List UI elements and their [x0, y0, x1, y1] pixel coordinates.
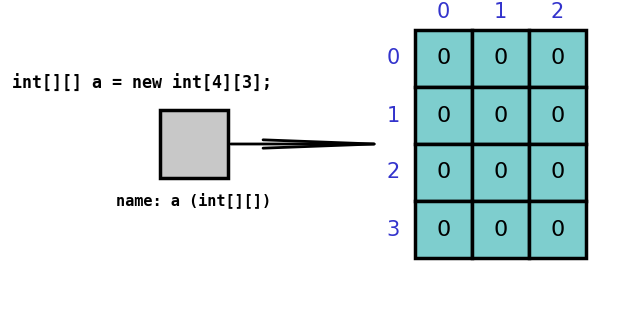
Text: 1: 1 — [494, 2, 507, 22]
Text: 0: 0 — [386, 49, 399, 69]
Text: 0: 0 — [551, 219, 564, 239]
Text: 0: 0 — [493, 105, 508, 125]
Text: 0: 0 — [436, 105, 451, 125]
Text: 2: 2 — [386, 163, 399, 183]
Bar — [472, 144, 529, 201]
Bar — [415, 144, 472, 201]
Bar — [529, 201, 586, 258]
Text: 1: 1 — [386, 105, 399, 125]
Text: 3: 3 — [386, 219, 399, 239]
Bar — [472, 30, 529, 87]
Text: 0: 0 — [436, 49, 451, 69]
Text: 0: 0 — [551, 49, 564, 69]
Bar — [415, 201, 472, 258]
Bar — [415, 87, 472, 144]
Text: 0: 0 — [493, 49, 508, 69]
Text: 0: 0 — [551, 163, 564, 183]
Text: 0: 0 — [436, 219, 451, 239]
Text: 0: 0 — [436, 163, 451, 183]
Bar — [529, 30, 586, 87]
Text: 0: 0 — [437, 2, 450, 22]
Text: 2: 2 — [551, 2, 564, 22]
Bar — [472, 87, 529, 144]
Text: name: a (int[][]): name: a (int[][]) — [116, 192, 271, 208]
Text: 0: 0 — [493, 219, 508, 239]
Bar — [529, 144, 586, 201]
Text: 0: 0 — [551, 105, 564, 125]
Bar — [160, 110, 228, 178]
Bar — [415, 30, 472, 87]
Bar — [529, 87, 586, 144]
Text: int[][] a = new int[4][3];: int[][] a = new int[4][3]; — [12, 75, 272, 93]
Bar — [472, 201, 529, 258]
Text: 0: 0 — [493, 163, 508, 183]
